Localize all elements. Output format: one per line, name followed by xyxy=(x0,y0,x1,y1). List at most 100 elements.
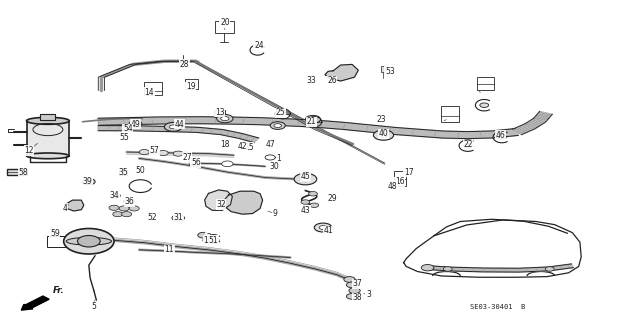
Text: 34: 34 xyxy=(109,191,119,200)
Text: 51: 51 xyxy=(209,236,218,245)
Circle shape xyxy=(294,173,317,185)
Circle shape xyxy=(309,117,317,121)
Text: 3: 3 xyxy=(366,290,371,299)
Text: 15: 15 xyxy=(244,143,254,152)
Circle shape xyxy=(124,199,134,204)
Text: 41: 41 xyxy=(323,226,333,235)
Text: 1: 1 xyxy=(276,154,281,163)
Circle shape xyxy=(189,160,200,166)
Text: 48: 48 xyxy=(387,182,397,191)
Polygon shape xyxy=(98,125,259,142)
FancyArrow shape xyxy=(21,296,49,310)
Circle shape xyxy=(170,125,177,129)
Text: 19: 19 xyxy=(186,82,196,91)
Text: 30: 30 xyxy=(269,162,279,171)
Text: 11: 11 xyxy=(165,245,174,254)
Text: 28: 28 xyxy=(180,60,189,69)
Text: 25: 25 xyxy=(275,108,285,117)
Bar xyxy=(27,121,69,156)
Circle shape xyxy=(374,130,394,140)
Text: 10: 10 xyxy=(204,236,213,245)
Text: 29: 29 xyxy=(327,194,337,204)
Text: 44: 44 xyxy=(175,120,184,129)
Text: 36: 36 xyxy=(124,197,134,206)
Text: 13: 13 xyxy=(215,108,225,117)
Circle shape xyxy=(109,205,119,210)
Circle shape xyxy=(305,116,321,123)
Circle shape xyxy=(497,135,506,139)
Bar xyxy=(476,77,494,90)
Text: Fr.: Fr. xyxy=(52,286,64,295)
Circle shape xyxy=(380,133,387,137)
Circle shape xyxy=(129,121,142,127)
Bar xyxy=(144,82,162,95)
Circle shape xyxy=(346,282,358,288)
Text: 59: 59 xyxy=(50,229,60,238)
Bar xyxy=(215,21,233,33)
Circle shape xyxy=(545,267,554,271)
Circle shape xyxy=(274,124,281,127)
Bar xyxy=(184,79,198,89)
Circle shape xyxy=(300,177,310,182)
Text: SE03-30401  B: SE03-30401 B xyxy=(471,304,526,310)
Circle shape xyxy=(110,193,121,198)
Text: 39: 39 xyxy=(83,177,93,186)
Polygon shape xyxy=(98,117,518,139)
Bar xyxy=(394,171,406,186)
Text: 17: 17 xyxy=(404,168,413,177)
Circle shape xyxy=(221,116,229,121)
Circle shape xyxy=(64,228,114,254)
Polygon shape xyxy=(325,64,358,81)
Text: 14: 14 xyxy=(144,88,154,97)
Text: 58: 58 xyxy=(18,168,28,177)
Circle shape xyxy=(265,155,275,160)
Circle shape xyxy=(173,151,183,156)
Text: 38: 38 xyxy=(352,293,362,302)
Text: 35: 35 xyxy=(118,168,127,177)
Circle shape xyxy=(122,212,132,217)
Circle shape xyxy=(139,149,150,155)
Circle shape xyxy=(172,215,184,221)
Polygon shape xyxy=(512,111,552,135)
Text: 42: 42 xyxy=(238,142,247,151)
Text: 40: 40 xyxy=(379,129,388,138)
Text: 46: 46 xyxy=(496,131,505,140)
Text: 43: 43 xyxy=(300,206,310,215)
Circle shape xyxy=(422,265,434,271)
Bar xyxy=(381,66,385,72)
Polygon shape xyxy=(65,200,84,211)
Circle shape xyxy=(349,288,360,293)
Text: 27: 27 xyxy=(182,153,192,162)
Text: 16: 16 xyxy=(395,177,404,186)
Polygon shape xyxy=(204,190,232,210)
Bar xyxy=(47,236,79,247)
Bar xyxy=(40,115,56,120)
Circle shape xyxy=(270,122,285,129)
Circle shape xyxy=(309,192,317,196)
Circle shape xyxy=(198,232,209,238)
Circle shape xyxy=(216,115,233,123)
Text: 47: 47 xyxy=(265,140,275,149)
Text: 21: 21 xyxy=(307,117,317,126)
Text: 4: 4 xyxy=(62,204,68,213)
Circle shape xyxy=(463,143,472,148)
Circle shape xyxy=(221,161,233,167)
Text: 56: 56 xyxy=(191,158,201,167)
Text: 57: 57 xyxy=(150,146,159,155)
Text: 5: 5 xyxy=(91,302,97,311)
Text: 26: 26 xyxy=(327,76,337,85)
Text: 24: 24 xyxy=(254,41,264,51)
Text: 33: 33 xyxy=(307,76,317,85)
Text: 53: 53 xyxy=(385,67,394,76)
Text: 50: 50 xyxy=(136,166,145,175)
Text: 54: 54 xyxy=(123,124,133,133)
Circle shape xyxy=(480,103,488,108)
Text: 49: 49 xyxy=(131,120,140,129)
Circle shape xyxy=(203,238,211,243)
Text: 22: 22 xyxy=(463,140,473,149)
Circle shape xyxy=(165,123,182,131)
Text: 52: 52 xyxy=(147,213,156,222)
Bar xyxy=(7,169,27,175)
Circle shape xyxy=(301,200,310,204)
Bar xyxy=(119,170,127,175)
